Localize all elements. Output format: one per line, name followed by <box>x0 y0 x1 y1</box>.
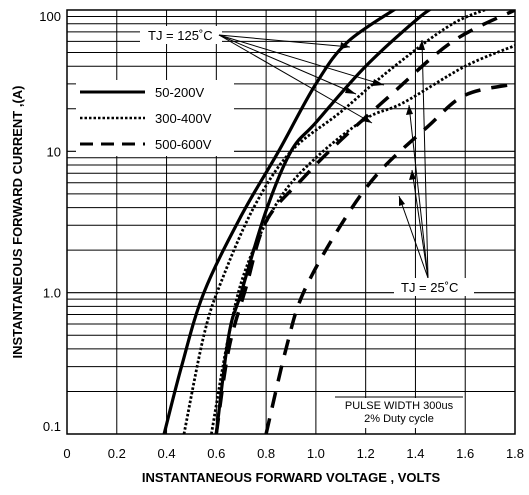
annotation-arrow <box>218 34 385 86</box>
y-tick-label: 1.0 <box>43 286 61 301</box>
series-line-500-600V-tj125 <box>214 10 515 434</box>
annotation-arrow <box>218 34 351 48</box>
pulse-width-note: PULSE WIDTH 300us 2% Duty cycle <box>335 396 463 428</box>
arrowhead <box>345 87 356 94</box>
x-tick-label: 1.4 <box>406 446 424 461</box>
y-axis-label: INSTANTANEOUS FORWARD CURRENT ,(A) <box>10 86 25 359</box>
plot-frame <box>66 9 516 435</box>
annotation-arrow <box>421 39 429 279</box>
annotation-arrow <box>411 169 429 279</box>
annotation-arrow <box>218 34 373 124</box>
series-line-300-400V-tj25 <box>210 44 515 434</box>
x-tick-label: 1.0 <box>307 446 325 461</box>
annotation-tj25-text: TJ = 25˚C <box>401 280 458 295</box>
arrowhead <box>406 105 413 115</box>
pulse-width-text: PULSE WIDTH 300us <box>345 400 454 412</box>
y-tick-labels: 0.1 1.0 10 100 <box>39 9 61 434</box>
legend-label-300-400v: 300-400V <box>155 111 212 126</box>
series-line-500-600V-tj25 <box>264 82 515 434</box>
x-tick-label: 1.2 <box>357 446 375 461</box>
arrowhead <box>399 196 405 206</box>
arrowhead <box>409 170 416 180</box>
y-tick-label: 100 <box>39 9 61 24</box>
x-axis-label: INSTANTANEOUS FORWARD VOLTAGE , VOLTS <box>142 470 441 485</box>
annotation-tj125-text: TJ = 125˚C <box>148 28 213 43</box>
annotation-arrow <box>218 34 357 95</box>
y-tick-label: 10 <box>47 144 61 159</box>
legend-label-500-600v: 500-600V <box>155 137 212 152</box>
x-tick-labels: 0 0.2 0.4 0.6 0.8 1.0 1.2 1.4 1.6 1.8 <box>63 446 524 461</box>
annotation-tj25-box <box>394 278 474 296</box>
x-tick-label: 0 <box>63 446 70 461</box>
grid-lines <box>67 10 515 434</box>
x-tick-label: 1.6 <box>456 446 474 461</box>
legend: 50-200V 300-400V 500-600V <box>76 80 234 156</box>
y-tick-label: 0.1 <box>43 419 61 434</box>
x-tick-label: 1.8 <box>506 446 524 461</box>
annotation-tj25: TJ = 25˚C <box>394 39 474 296</box>
arrowhead <box>340 42 350 49</box>
arrowhead <box>372 79 384 86</box>
arrowhead <box>418 40 425 50</box>
series-line-300-400V-tj125 <box>182 10 490 434</box>
arrowhead <box>362 115 372 123</box>
series-line-50-200V-tj125 <box>162 10 397 434</box>
duty-cycle-text: 2% Duty cycle <box>364 413 434 425</box>
x-tick-label: 0.6 <box>207 446 225 461</box>
annotation-arrow <box>398 195 429 279</box>
legend-label-50-200v: 50-200V <box>155 85 204 100</box>
x-tick-label: 0.8 <box>257 446 275 461</box>
x-tick-label: 0.4 <box>158 446 176 461</box>
x-tick-label: 0.2 <box>108 446 126 461</box>
annotation-tj125: TJ = 125˚C <box>140 26 385 124</box>
pulse-width-note-box <box>335 398 463 428</box>
annotation-tj125-box <box>140 26 222 44</box>
annotation-arrow <box>408 104 429 279</box>
